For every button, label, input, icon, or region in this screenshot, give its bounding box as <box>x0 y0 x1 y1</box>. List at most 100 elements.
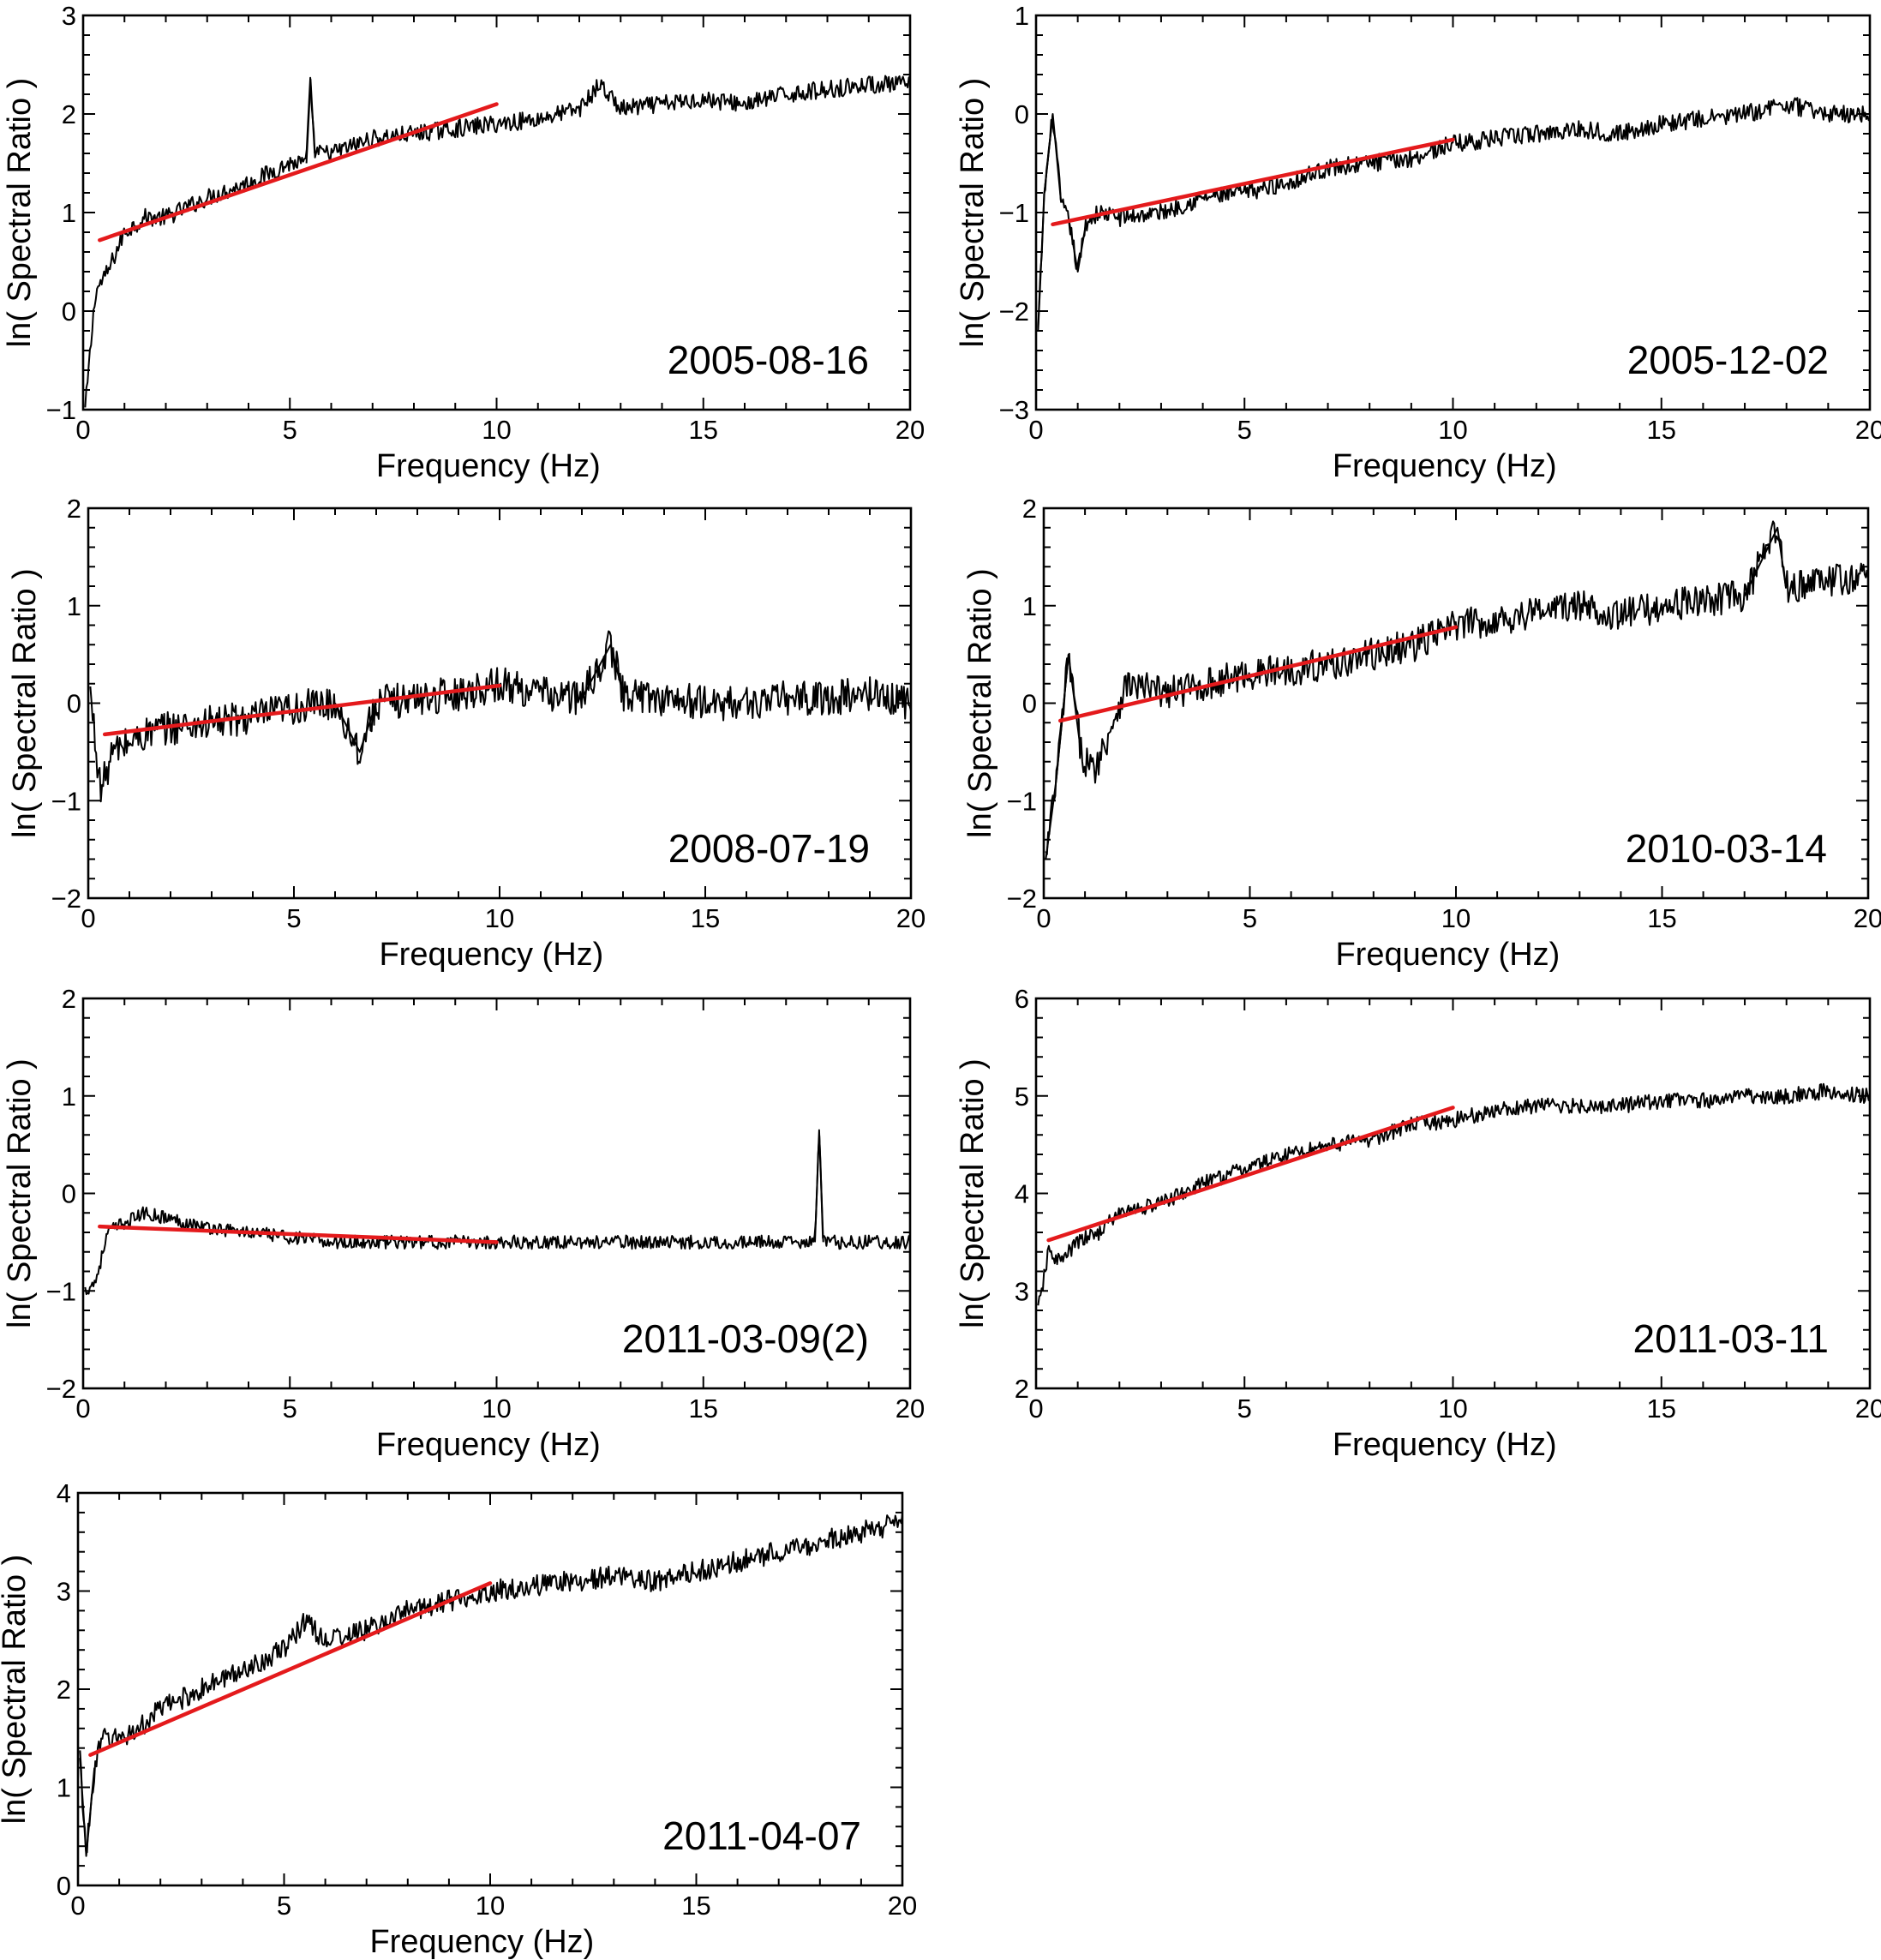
linear-fit-line <box>102 683 502 737</box>
linear-fit-line <box>1057 625 1459 723</box>
x-tick-label: 15 <box>681 1891 710 1921</box>
y-axis-title: ln( Spectral Ratio ) <box>955 1058 991 1328</box>
linear-fit-line <box>1051 137 1455 227</box>
spectral-ratio-spike <box>334 703 377 753</box>
x-tick-label: 15 <box>689 1394 718 1424</box>
x-tick-label: 0 <box>75 415 90 445</box>
spectral-ratio-spike <box>305 78 316 164</box>
x-tick-label: 15 <box>1647 1394 1676 1424</box>
y-tick-label: 2 <box>62 99 76 129</box>
spectral-ratio-line <box>79 1513 902 1854</box>
y-tick-label: 0 <box>57 1871 71 1901</box>
chart-panel-6: 0 5 10 15 20 2 3 4 5 6 Frequency (Hz) ln( Spectral … <box>955 984 1881 1463</box>
spectral-ratio-spike <box>1037 113 1054 332</box>
x-tick-label: 20 <box>888 1891 917 1921</box>
y-tick-label: −1 <box>1007 786 1037 816</box>
x-tick-label: 5 <box>1243 903 1257 933</box>
event-date-label: 2008-07-19 <box>668 826 870 871</box>
y-tick-label: −1 <box>51 786 81 816</box>
spectral-ratio-line <box>1045 520 1868 855</box>
y-tick-label: 6 <box>1015 984 1029 1014</box>
x-tick-label: 10 <box>1438 1394 1467 1424</box>
x-axis-title: Frequency (Hz) <box>376 1427 601 1463</box>
spectral-ratio-line <box>84 75 910 408</box>
y-tick-label: 2 <box>1022 494 1037 524</box>
y-tick-label: 5 <box>1015 1082 1029 1112</box>
x-tick-label: 5 <box>283 1394 297 1424</box>
spectral-ratio-spike <box>1055 653 1082 782</box>
y-tick-label: 1 <box>57 1773 71 1803</box>
chart-panel-4: 0 5 10 15 20 −2 −1 0 1 2 Frequency (Hz) ln( Spectra… <box>962 494 1881 973</box>
spectral-ratio-spike <box>581 644 624 699</box>
spectral-ratio-line <box>84 1135 910 1296</box>
y-axis-title: ln( Spectral Ratio ) <box>7 568 43 838</box>
x-tick-label: 0 <box>1028 1394 1043 1424</box>
y-tick-label: 4 <box>57 1478 71 1508</box>
y-tick-label: 1 <box>62 198 76 228</box>
x-tick-label: 15 <box>691 903 720 933</box>
y-tick-label: 1 <box>1015 1 1029 31</box>
chart-panel-7: 0 5 10 15 20 0 1 2 3 4 Frequency (Hz) ln( Spectral … <box>0 1478 917 1960</box>
x-tick-label: 20 <box>896 1394 925 1424</box>
x-axis-title: Frequency (Hz) <box>1335 937 1560 973</box>
y-tick-label: −1 <box>46 1276 76 1306</box>
x-tick-label: 0 <box>70 1891 85 1921</box>
event-date-label: 2011-03-09(2) <box>622 1316 869 1361</box>
event-date-label: 2005-08-16 <box>668 338 869 382</box>
x-tick-label: 0 <box>1036 903 1051 933</box>
event-date-label: 2010-03-14 <box>1626 826 1827 871</box>
x-tick-label: 0 <box>1028 415 1043 445</box>
y-axis-title: ln( Spectral Ratio ) <box>2 78 38 348</box>
spectral-ratio-spike <box>1068 222 1087 273</box>
x-axis-title: Frequency (Hz) <box>369 1924 594 1960</box>
y-tick-label: −2 <box>51 884 81 914</box>
y-tick-label: 2 <box>57 1675 71 1705</box>
y-tick-label: 0 <box>1022 689 1037 719</box>
x-tick-label: 0 <box>75 1394 90 1424</box>
x-tick-label: 20 <box>1855 1394 1881 1424</box>
x-tick-label: 20 <box>1854 903 1881 933</box>
spectral-ratio-spike <box>1743 526 1787 596</box>
y-tick-label: 2 <box>62 984 76 1014</box>
x-tick-label: 10 <box>1441 903 1471 933</box>
x-tick-label: 15 <box>1647 903 1676 933</box>
x-tick-label: 10 <box>482 415 511 445</box>
y-axis-title: ln( Spectral Ratio ) <box>0 1555 33 1825</box>
y-tick-label: −3 <box>999 395 1029 425</box>
y-tick-label: 2 <box>1015 1374 1029 1404</box>
y-tick-label: 1 <box>67 591 81 621</box>
y-tick-label: −1 <box>46 395 76 425</box>
y-tick-label: 0 <box>67 689 81 719</box>
spectral-ratio-spike <box>1043 113 1063 203</box>
x-axis-title: Frequency (Hz) <box>1333 1427 1557 1463</box>
y-tick-label: −1 <box>999 198 1029 228</box>
y-tick-label: −2 <box>46 1374 76 1404</box>
y-tick-label: 3 <box>1015 1276 1029 1306</box>
y-axis-title: ln( Spectral Ratio ) <box>955 78 991 348</box>
linear-fit-line <box>98 102 499 243</box>
spectral-ratio-spike <box>814 1129 824 1243</box>
x-tick-label: 15 <box>689 415 718 445</box>
x-tick-label: 5 <box>286 903 301 933</box>
chart-panel-3: 0 5 10 15 20 −2 −1 0 1 2 Frequency (Hz) ln( Spectra… <box>7 494 926 973</box>
y-axis-title: ln( Spectral Ratio ) <box>2 1058 38 1328</box>
x-tick-label: 10 <box>1438 415 1467 445</box>
y-tick-label: 2 <box>67 494 81 524</box>
x-tick-label: 10 <box>482 1394 511 1424</box>
x-axis-title: Frequency (Hz) <box>1333 448 1557 484</box>
y-tick-label: −2 <box>1007 884 1037 914</box>
x-tick-label: 10 <box>476 1891 505 1921</box>
x-tick-label: 5 <box>1237 1394 1252 1424</box>
x-tick-label: 5 <box>283 415 297 445</box>
linear-fit-line <box>98 1224 499 1244</box>
linear-fit-line <box>88 1581 493 1757</box>
y-tick-label: 1 <box>62 1082 76 1112</box>
y-tick-label: 0 <box>1015 99 1029 129</box>
x-tick-label: 15 <box>1647 415 1676 445</box>
spectral-ratio-line <box>1037 1082 1870 1306</box>
y-tick-label: 3 <box>57 1577 71 1607</box>
y-tick-label: 4 <box>1015 1179 1029 1209</box>
